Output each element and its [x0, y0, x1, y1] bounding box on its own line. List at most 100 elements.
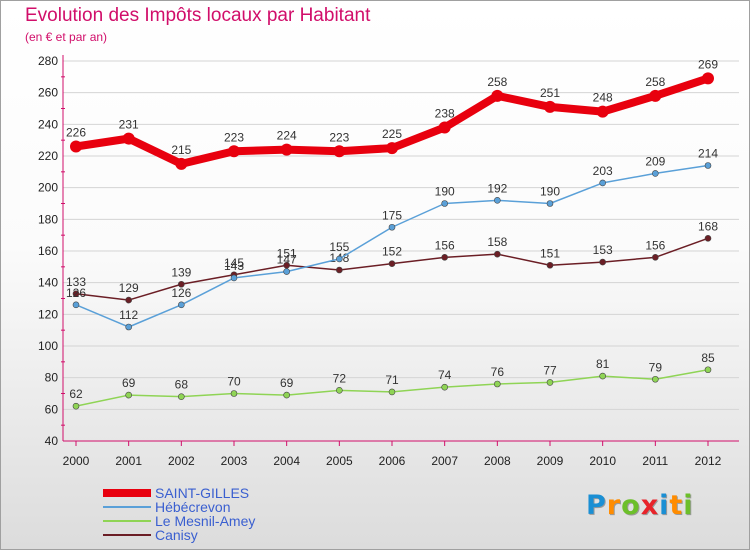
data-point-le-mesnil-amey: [441, 383, 448, 391]
x-tick-label: 2009: [537, 454, 564, 468]
y-tick-label: 220: [38, 149, 58, 163]
data-label-le-mesnil-amey: 69: [122, 376, 136, 390]
data-label-h-b-crevon: 112: [119, 308, 138, 322]
x-tick-label: 2001: [115, 454, 142, 468]
data-point-le-mesnil-amey: [125, 391, 132, 399]
data-label-saint-gilles: 223: [224, 130, 244, 144]
data-point-saint-gilles: [544, 100, 556, 113]
data-label-saint-gilles: 226: [66, 126, 86, 140]
data-point-le-mesnil-amey: [336, 387, 343, 394]
data-point-saint-gilles: [649, 89, 662, 102]
data-label-le-mesnil-amey: 79: [649, 360, 663, 374]
x-tick-label: 2000: [63, 454, 90, 468]
data-label-canisy: 151: [540, 246, 560, 260]
data-label-saint-gilles: 238: [435, 107, 455, 121]
data-label-le-mesnil-amey: 72: [333, 371, 347, 385]
data-point-h-b-crevon: [599, 179, 606, 187]
data-point-canisy: [704, 235, 712, 242]
data-label-le-mesnil-amey: 71: [385, 373, 399, 387]
data-point-h-b-crevon: [72, 301, 80, 309]
data-label-canisy: 153: [593, 243, 613, 257]
data-label-saint-gilles: 223: [329, 130, 349, 144]
data-point-saint-gilles: [228, 145, 240, 158]
data-label-h-b-crevon: 147: [277, 253, 297, 267]
data-label-le-mesnil-amey: 62: [69, 387, 83, 401]
data-label-canisy: 139: [171, 265, 191, 279]
logo-letter: i: [683, 490, 694, 521]
data-label-h-b-crevon: 214: [698, 147, 718, 161]
data-point-saint-gilles: [280, 143, 293, 156]
data-label-saint-gilles: 225: [382, 127, 402, 141]
data-label-canisy: 129: [119, 281, 139, 295]
data-label-canisy: 156: [645, 238, 665, 252]
data-point-canisy: [652, 254, 659, 261]
data-label-le-mesnil-amey: 81: [596, 357, 610, 371]
data-label-saint-gilles: 215: [171, 143, 191, 157]
data-label-h-b-crevon: 126: [171, 286, 191, 300]
data-point-saint-gilles: [122, 132, 135, 145]
data-label-h-b-crevon: 203: [593, 164, 613, 178]
data-label-h-b-crevon: 143: [224, 259, 244, 273]
data-point-saint-gilles: [386, 142, 398, 155]
data-label-saint-gilles: 231: [119, 118, 139, 132]
y-tick-label: 120: [38, 307, 58, 321]
data-label-le-mesnil-amey: 77: [543, 363, 557, 377]
y-tick-label: 80: [45, 371, 59, 385]
data-point-saint-gilles: [70, 140, 82, 153]
data-point-h-b-crevon: [336, 255, 343, 263]
data-label-canisy: 133: [66, 275, 86, 289]
data-label-h-b-crevon: 192: [487, 181, 507, 195]
data-point-h-b-crevon: [388, 223, 396, 231]
y-tick-label: 260: [38, 86, 58, 100]
data-label-canisy: 145: [224, 256, 244, 270]
data-point-saint-gilles: [702, 72, 714, 85]
y-tick-label: 240: [38, 117, 58, 131]
data-point-canisy: [546, 261, 554, 269]
x-tick-label: 2006: [379, 454, 406, 468]
logo-letter: P: [586, 490, 607, 521]
logo-letter: t: [669, 490, 684, 521]
y-tick-label: 100: [38, 339, 58, 353]
data-label-saint-gilles: 248: [593, 91, 613, 105]
y-tick-label: 60: [45, 402, 59, 416]
data-point-le-mesnil-amey: [704, 366, 712, 374]
data-label-le-mesnil-amey: 85: [701, 351, 715, 365]
data-label-h-b-crevon: 155: [329, 240, 349, 254]
data-point-saint-gilles: [491, 89, 504, 102]
data-label-canisy: 152: [382, 245, 402, 259]
legend-label-saint-gilles: SAINT-GILLES: [155, 485, 250, 501]
data-point-saint-gilles: [596, 105, 609, 118]
x-tick-label: 2012: [695, 454, 722, 468]
y-tick-label: 280: [38, 54, 58, 68]
x-tick-label: 2010: [589, 454, 616, 468]
data-label-saint-gilles: 258: [645, 75, 665, 89]
x-tick-label: 2008: [484, 454, 511, 468]
data-point-h-b-crevon: [704, 162, 712, 169]
y-tick-label: 140: [38, 276, 58, 290]
x-tick-label: 2002: [168, 454, 195, 468]
data-point-h-b-crevon: [125, 323, 132, 331]
chart-subtitle: (en € et par an): [25, 30, 108, 44]
data-point-saint-gilles: [438, 121, 451, 134]
data-label-le-mesnil-amey: 68: [175, 378, 189, 392]
legend-label-canisy: Canisy: [155, 527, 198, 543]
data-label-h-b-crevon: 190: [435, 185, 455, 199]
data-point-canisy: [494, 250, 501, 258]
data-point-saint-gilles: [175, 157, 188, 170]
data-point-le-mesnil-amey: [388, 388, 396, 396]
data-point-canisy: [178, 280, 185, 288]
data-label-saint-gilles: 251: [540, 86, 560, 100]
data-point-le-mesnil-amey: [494, 380, 501, 388]
logo-letter: x: [640, 490, 660, 521]
data-point-h-b-crevon: [283, 268, 290, 275]
data-point-h-b-crevon: [546, 200, 554, 207]
data-label-canisy: 168: [698, 219, 718, 233]
data-label-saint-gilles: 224: [277, 129, 297, 143]
data-label-le-mesnil-amey: 74: [438, 368, 452, 382]
data-point-saint-gilles: [333, 145, 346, 158]
x-tick-label: 2005: [326, 454, 353, 468]
y-tick-label: 180: [38, 212, 58, 226]
data-point-le-mesnil-amey: [72, 402, 80, 410]
